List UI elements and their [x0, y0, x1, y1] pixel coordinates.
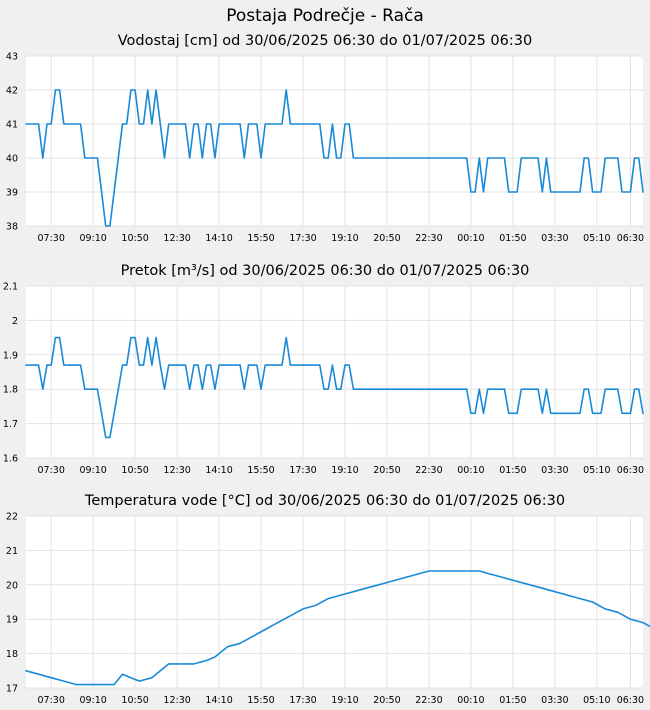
x-tick-label: 10:50 [121, 695, 148, 706]
x-tick-label: 07:30 [37, 465, 64, 476]
x-tick-label: 00:10 [457, 695, 484, 706]
x-tick-label: 17:30 [289, 233, 316, 244]
y-tick-label: 2 [12, 316, 18, 327]
y-tick-label: 17 [6, 684, 18, 695]
chart-title: Temperatura vode [°C] od 30/06/2025 06:3… [84, 493, 565, 509]
x-tick-label: 03:30 [541, 465, 568, 476]
series-line [25, 89, 644, 227]
y-tick-label: 43 [6, 52, 18, 63]
x-tick-label: 19:10 [331, 695, 358, 706]
x-tick-label: 06:30 [617, 465, 644, 476]
chart-title: Vodostaj [cm] od 30/06/2025 06:30 do 01/… [118, 33, 532, 49]
x-tick-label: 17:30 [289, 465, 316, 476]
y-tick-label: 1.9 [3, 350, 18, 361]
chart-panel-3: 17 18 19 20 21 22 07:30 09:10 10:50 12:30 14:10 15:… [6, 493, 650, 706]
x-tick-label: 12:30 [163, 695, 190, 706]
x-tick-label: 20:50 [373, 465, 400, 476]
x-tick-label: 12:30 [163, 465, 190, 476]
x-tick-label: 07:30 [37, 695, 64, 706]
x-tick-label: 03:30 [541, 695, 568, 706]
x-tick-label: 06:30 [617, 695, 644, 706]
series-line [25, 570, 650, 686]
x-tick-label: 14:10 [205, 465, 232, 476]
x-tick-label: 06:30 [617, 233, 644, 244]
y-tick-label: 21 [6, 546, 18, 557]
x-tick-label: 14:10 [205, 233, 232, 244]
x-tick-label: 00:10 [457, 233, 484, 244]
x-tick-label: 15:50 [247, 233, 274, 244]
y-tick-label: 40 [6, 154, 18, 165]
y-tick-label: 39 [6, 188, 18, 199]
x-tick-label: 05:10 [583, 233, 610, 244]
x-tick-label: 22:30 [415, 233, 442, 244]
x-tick-label: 20:50 [373, 233, 400, 244]
x-tick-label: 22:30 [415, 695, 442, 706]
x-tick-label: 09:10 [79, 695, 106, 706]
x-tick-label: 05:10 [583, 695, 610, 706]
x-tick-label: 01:50 [499, 233, 526, 244]
station-title: Postaja Podrečje - Rača [226, 6, 424, 26]
y-tick-label: 41 [6, 120, 18, 131]
x-tick-label: 15:50 [247, 695, 274, 706]
plot-area [26, 286, 643, 458]
x-tick-label: 09:10 [79, 465, 106, 476]
x-tick-label: 19:10 [331, 233, 358, 244]
chart-panel-1: 38 39 40 41 42 43 07:30 09:10 10:50 12:30 14:10 15:… [6, 33, 644, 244]
x-tick-label: 07:30 [37, 233, 64, 244]
y-tick-label: 42 [6, 86, 18, 97]
x-tick-label: 12:30 [163, 233, 190, 244]
x-tick-label: 22:30 [415, 465, 442, 476]
x-tick-label: 09:10 [79, 233, 106, 244]
x-tick-label: 14:10 [205, 695, 232, 706]
y-tick-label: 22 [6, 512, 18, 523]
x-tick-label: 17:30 [289, 695, 316, 706]
x-tick-label: 10:50 [121, 233, 148, 244]
y-tick-label: 1.6 [3, 454, 18, 465]
chart-panel-2: 1.6 1.7 1.8 1.9 2 2.1 07:30 09:10 10:50 12:30 14:1… [3, 263, 644, 476]
y-tick-label: 18 [6, 649, 18, 660]
plot-area [26, 516, 643, 688]
y-tick-label: 1.8 [3, 385, 18, 396]
x-tick-label: 01:50 [499, 695, 526, 706]
x-tick-label: 00:10 [457, 465, 484, 476]
x-tick-label: 01:50 [499, 465, 526, 476]
x-tick-label: 19:10 [331, 465, 358, 476]
x-tick-label: 15:50 [247, 465, 274, 476]
x-tick-label: 03:30 [541, 233, 568, 244]
y-tick-label: 1.7 [3, 419, 18, 430]
y-tick-label: 19 [6, 615, 18, 626]
x-tick-label: 10:50 [121, 465, 148, 476]
x-tick-label: 05:10 [583, 465, 610, 476]
series-line [25, 336, 644, 439]
chart-title: Pretok [m³/s] od 30/06/2025 06:30 do 01/… [121, 263, 530, 279]
y-tick-label: 38 [6, 222, 18, 233]
y-tick-label: 2.1 [3, 282, 18, 293]
x-tick-label: 20:50 [373, 695, 400, 706]
y-tick-label: 20 [6, 580, 18, 591]
